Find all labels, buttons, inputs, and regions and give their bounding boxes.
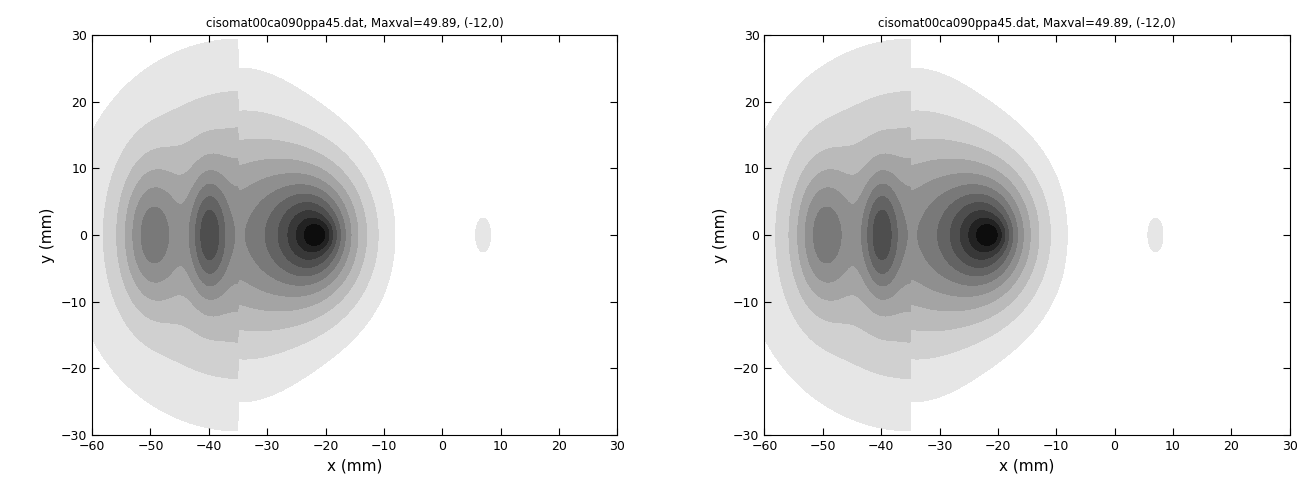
Title: cisomat00ca090ppa45.dat, Maxval=49.89, (-12,0): cisomat00ca090ppa45.dat, Maxval=49.89, (… bbox=[205, 16, 504, 30]
Y-axis label: y (mm): y (mm) bbox=[41, 208, 55, 262]
Y-axis label: y (mm): y (mm) bbox=[713, 208, 728, 262]
X-axis label: x (mm): x (mm) bbox=[999, 458, 1054, 473]
Title: cisomat00ca090ppa45.dat, Maxval=49.89, (-12,0): cisomat00ca090ppa45.dat, Maxval=49.89, (… bbox=[878, 16, 1177, 30]
X-axis label: x (mm): x (mm) bbox=[328, 458, 383, 473]
